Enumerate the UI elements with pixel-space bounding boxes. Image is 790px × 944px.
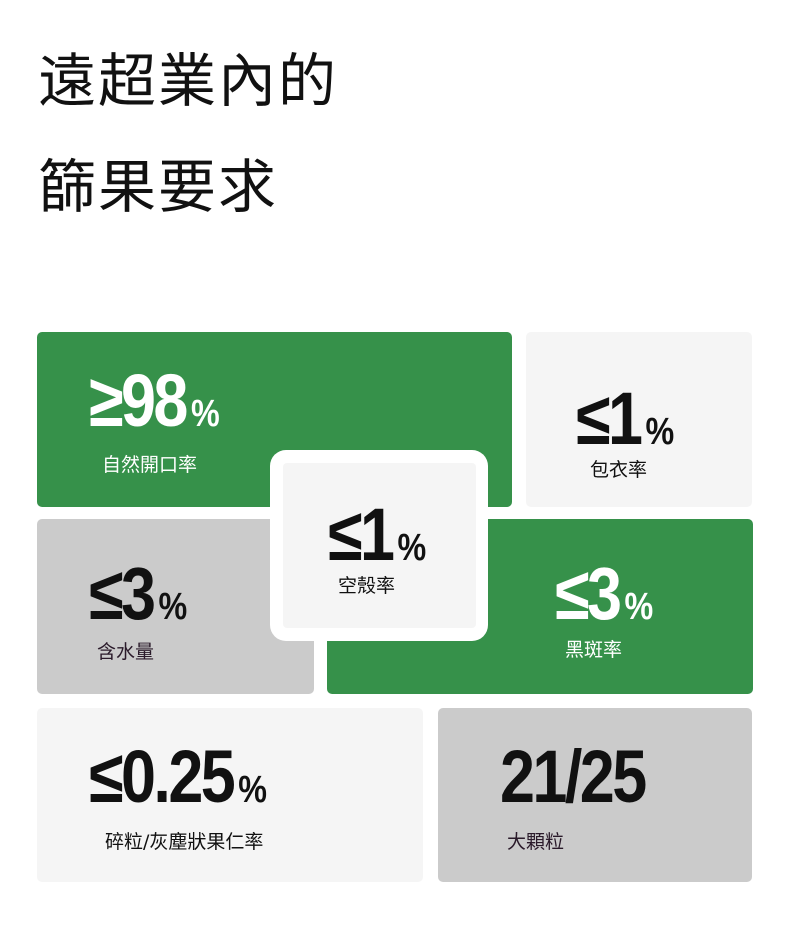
stat-unit: % — [624, 586, 654, 628]
stat-value: ≤3 — [89, 552, 156, 635]
page-title-line1: 遠超業內的 — [38, 47, 339, 115]
stat-card-broken-kernel: ≤0.25% 碎粒/灰塵狀果仁率 — [37, 708, 423, 882]
stat-value: ≤1 — [576, 377, 643, 460]
stat-label: 碎粒/灰塵狀果仁率 — [105, 831, 264, 853]
stat-value: ≤3 — [555, 552, 622, 635]
stat-label: 自然開口率 — [102, 454, 198, 476]
stat-unit: % — [238, 769, 268, 811]
stat-card-large-grain: 21/25 大顆粒 — [438, 708, 752, 882]
stat-label: 大顆粒 — [507, 831, 565, 853]
stat-unit: % — [190, 393, 220, 435]
stat-label: 含水量 — [97, 641, 155, 663]
stat-label: 黑斑率 — [565, 639, 623, 661]
stat-label: 空殼率 — [338, 575, 396, 597]
stat-card-coating: ≤1% 包衣率 — [526, 332, 752, 507]
stat-unit: % — [397, 527, 427, 569]
stat-value: ≤1 — [328, 493, 395, 576]
stat-value: 21/25 — [500, 735, 647, 818]
stat-unit: % — [645, 411, 675, 453]
stat-value: ≤0.25 — [89, 735, 236, 818]
stat-unit: % — [158, 586, 188, 628]
page-title-line2: 篩果要求 — [38, 153, 279, 221]
stat-card-empty-shell: ≤1% 空殼率 — [270, 450, 488, 641]
stat-card-moisture: ≤3% 含水量 — [37, 519, 314, 694]
stat-value: ≥98 — [89, 359, 188, 442]
stat-label: 包衣率 — [590, 459, 648, 481]
